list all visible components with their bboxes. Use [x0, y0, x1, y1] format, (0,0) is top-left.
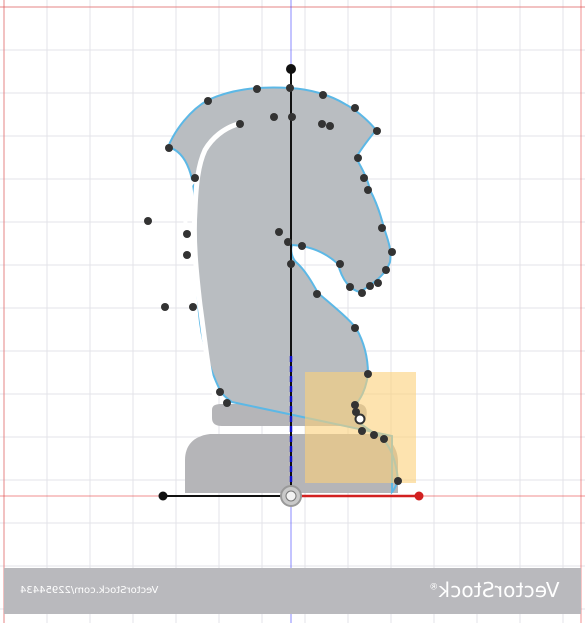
origin-handle[interactable]	[285, 490, 297, 502]
anchor-point[interactable]	[366, 282, 374, 290]
anchor-point[interactable]	[364, 370, 372, 378]
anchor-point[interactable]	[336, 260, 344, 268]
anchor-point[interactable]	[346, 283, 354, 291]
mane-highlight	[191, 121, 241, 398]
anchor-point[interactable]	[358, 427, 366, 435]
anchor-point[interactable]	[189, 303, 197, 311]
anchor-point[interactable]	[161, 303, 169, 311]
anchor-point[interactable]	[191, 174, 199, 182]
anchor-point[interactable]	[284, 238, 292, 246]
anchor-point[interactable]	[358, 289, 366, 297]
anchor-point[interactable]	[370, 431, 378, 439]
anchor-point[interactable]	[351, 401, 359, 409]
anchor-point[interactable]	[380, 435, 388, 443]
anchor-point[interactable]	[388, 248, 396, 256]
anchor-point[interactable]	[354, 154, 362, 162]
selected-anchor[interactable]	[354, 413, 366, 425]
rotate-handle[interactable]	[286, 64, 296, 74]
anchor-point[interactable]	[318, 120, 326, 128]
anchor-points	[144, 84, 402, 485]
watermark-brand-text: VectorStock	[437, 578, 559, 602]
anchor-point[interactable]	[373, 127, 381, 135]
anchor-point[interactable]	[319, 91, 327, 99]
watermark-brand: VectorStock®	[429, 578, 560, 602]
anchor-point[interactable]	[360, 174, 368, 182]
mane-inner-curve	[183, 178, 197, 235]
anchor-point[interactable]	[144, 217, 152, 225]
anchor-point[interactable]	[364, 186, 372, 194]
anchor-point[interactable]	[326, 122, 334, 130]
anchor-point[interactable]	[236, 120, 244, 128]
anchor-point[interactable]	[286, 84, 294, 92]
anchor-point[interactable]	[382, 266, 390, 274]
anchor-point[interactable]	[275, 228, 283, 236]
anchor-point[interactable]	[351, 324, 359, 332]
x-axis-handle[interactable]	[414, 491, 424, 501]
anchor-point[interactable]	[204, 97, 212, 105]
watermark-banner: VectorStock® VectorStock.com/22954434	[4, 568, 581, 614]
anchor-point[interactable]	[183, 251, 191, 259]
anchor-point[interactable]	[313, 290, 321, 298]
anchor-point[interactable]	[378, 224, 386, 232]
watermark-credit: VectorStock.com/22954434	[20, 585, 159, 596]
anchor-point[interactable]	[253, 85, 261, 93]
scale-handle-left[interactable]	[158, 491, 168, 501]
anchor-point[interactable]	[165, 144, 173, 152]
anchor-point[interactable]	[374, 279, 382, 287]
watermark-registered: ®	[428, 582, 438, 593]
anchor-point[interactable]	[270, 113, 278, 121]
anchor-point[interactable]	[394, 477, 402, 485]
anchor-point[interactable]	[288, 113, 296, 121]
anchor-point[interactable]	[351, 104, 359, 112]
anchor-point[interactable]	[223, 399, 231, 407]
anchor-point[interactable]	[183, 230, 191, 238]
anchor-point[interactable]	[298, 242, 306, 250]
anchor-point[interactable]	[287, 260, 295, 268]
anchor-point[interactable]	[216, 388, 224, 396]
